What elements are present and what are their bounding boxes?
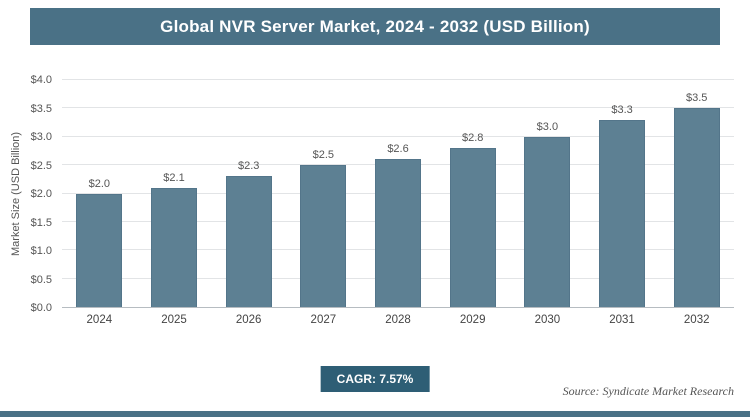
gridline: [62, 79, 734, 80]
bar-2027: [300, 165, 347, 307]
x-tick-label-2032: 2032: [683, 314, 710, 326]
x-tick-label-2027: 2027: [310, 314, 337, 326]
bar-2032: [673, 108, 720, 307]
x-tick-label-2029: 2029: [459, 314, 486, 326]
bar-value-label: $2.0: [88, 177, 111, 190]
bar-group-2024: $2.0: [62, 80, 137, 307]
x-tick-label-2031: 2031: [609, 314, 635, 326]
x-axis-labels: 2024 2025 2026 2027 2028 2029 2030 2031 2032: [62, 314, 734, 326]
y-tick-label: $2.5: [30, 159, 52, 172]
bar-value-label: $3.3: [611, 103, 633, 116]
bar-group-2032: $3.5: [659, 80, 734, 307]
bar-group-2031: $3.3: [585, 80, 660, 307]
gridline: [62, 135, 734, 137]
bar-group-2029: $2.8: [435, 80, 510, 307]
bar-value-label: $2.5: [312, 149, 335, 162]
bar-2031: [599, 119, 646, 307]
x-tick-label-2026: 2026: [235, 314, 262, 326]
bar-value-label: $3.0: [536, 120, 559, 133]
bar-2026: [225, 176, 272, 307]
bar-group-2030: $3.0: [510, 80, 585, 307]
x-tick-label-2028: 2028: [385, 314, 411, 326]
source-text: Source: Syndicate Market Research: [562, 384, 734, 398]
bar-value-label: $2.3: [237, 160, 260, 173]
y-axis-ticks: $0.0 $0.5 $1.0 $1.5 $2.0 $2.5 $3.0 $3.5 $4.0: [0, 74, 58, 314]
bottom-accent-strip: [0, 411, 750, 417]
bar-2029: [449, 148, 496, 307]
bar-group-2027: $2.5: [286, 80, 361, 307]
bar-group-2025: $2.1: [137, 80, 212, 307]
gridline: [62, 107, 734, 109]
bar-group-2028: $2.6: [361, 80, 436, 307]
bar-value-label: $2.6: [387, 143, 409, 156]
y-tick-label: $4.0: [30, 74, 52, 86]
y-tick-label: $3.0: [30, 131, 52, 143]
y-tick-label: $3.5: [30, 102, 52, 115]
chart-title: Global NVR Server Market, 2024 - 2032 (U…: [30, 8, 720, 45]
bar-value-label: $2.1: [163, 171, 185, 184]
y-tick-label: $2.0: [30, 188, 52, 200]
bar-value-label: $2.8: [461, 132, 484, 145]
bar-group-2026: $2.3: [211, 80, 286, 307]
cagr-badge: CAGR: 7.57%: [320, 366, 430, 392]
y-tick-label: $1.0: [30, 245, 52, 257]
y-tick-label: $1.5: [30, 216, 52, 229]
y-tick-label: $0.0: [30, 302, 52, 314]
bar-2028: [375, 159, 422, 307]
bar-2024: [76, 193, 123, 307]
bar-2030: [524, 136, 571, 307]
bar-value-label: $3.5: [686, 92, 708, 105]
y-tick-label: $0.5: [30, 273, 52, 286]
x-tick-label-2025: 2025: [161, 314, 187, 326]
x-tick-label-2030: 2030: [534, 314, 561, 326]
x-tick-label-2024: 2024: [86, 314, 113, 326]
bar-2025: [151, 187, 197, 307]
plot-area: $2.0 $2.1 $2.3 $2.5 $2.6 $2.8 $3.0 $3.3 $3.5: [62, 79, 734, 308]
chart-region: Market Size (USD Billion) $0.0 $0.5 $1.0 $1…: [0, 60, 750, 335]
